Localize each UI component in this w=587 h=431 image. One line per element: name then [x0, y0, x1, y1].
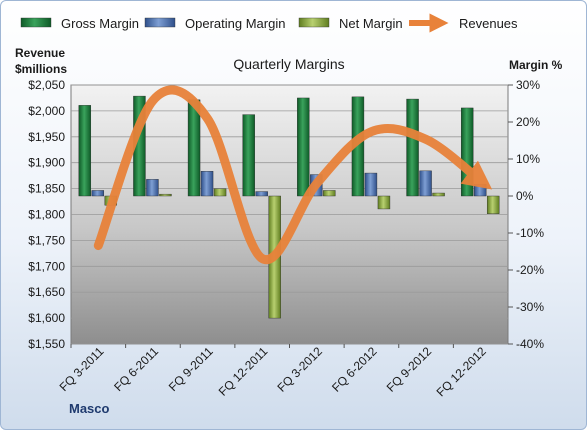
operating-margin-bar [146, 179, 159, 197]
x-tick-label: FQ 12-2011 [216, 344, 271, 399]
operating-margin-bar [419, 170, 432, 197]
gross-margin-bar [406, 98, 419, 197]
legend: Gross Margin Operating Margin Net Margin Re… [20, 13, 518, 33]
legend-label: Revenues [459, 16, 518, 31]
chart-title: Quarterly Margins [233, 56, 344, 72]
legend-label: Net Margin [339, 16, 403, 31]
gross-margin-bar [187, 99, 201, 197]
left-axis-title-line2: $millions [15, 62, 67, 76]
net-margin-bar [377, 195, 391, 210]
right-tick-label: 20% [516, 115, 540, 129]
left-tick-label: $1,800 [28, 208, 65, 222]
right-tick-label: 0% [516, 189, 534, 203]
operating-margin-bar [255, 191, 268, 197]
net-margin-legend-swatch [298, 17, 330, 28]
gross-margin-bar [78, 105, 92, 197]
left-tick-label: $1,600 [28, 311, 65, 325]
x-tick-label: FQ 6-2012 [329, 344, 380, 395]
right-axis-ticks: -40% -30% -20% -10% 0% 10% 20% 30% [508, 78, 544, 351]
left-tick-label: $1,950 [28, 130, 65, 144]
x-tick-label: FQ 9-2011 [166, 344, 216, 394]
left-tick-label: $1,550 [28, 337, 65, 351]
left-tick-label: $2,050 [28, 78, 65, 92]
left-tick-label: $1,850 [28, 182, 65, 196]
x-axis-ticks: FQ 3-2011 FQ 6-2011 FQ 9-2011 FQ 12-2011 FQ … [57, 344, 489, 399]
left-tick-label: $1,900 [28, 156, 65, 170]
operating-margin-legend-swatch [144, 17, 176, 28]
legend-label: Operating Margin [185, 16, 285, 31]
x-tick-label: FQ 9-2012 [384, 344, 435, 395]
operating-margin-bar [364, 172, 378, 197]
right-tick-label: -10% [516, 226, 544, 240]
left-tick-label: $1,650 [28, 285, 65, 299]
right-tick-label: -40% [516, 337, 544, 351]
left-tick-label: $1,700 [28, 259, 65, 273]
right-axis-title: Margin % [509, 58, 563, 72]
operating-margin-bar [200, 171, 214, 197]
left-tick-label: $2,000 [28, 104, 65, 118]
right-tick-label: -20% [516, 263, 544, 277]
gross-margin-legend-swatch [20, 17, 52, 28]
left-tick-label: $1,750 [28, 233, 65, 247]
net-margin-bar [432, 192, 445, 197]
net-margin-bar [486, 195, 500, 214]
net-margin-bar [213, 188, 227, 197]
left-axis-ticks: $1,550 $1,600 $1,650 $1,700 $1,750 $1,800 $1,8… [28, 78, 65, 351]
left-axis-title-line1: Revenue [15, 46, 65, 60]
net-margin-bar [159, 193, 172, 197]
right-tick-label: 30% [516, 78, 540, 92]
operating-margin-bar [473, 183, 487, 197]
gross-margin-bar [242, 114, 255, 197]
revenues-line [93, 85, 493, 265]
x-tick-label: FQ 6-2011 [111, 344, 161, 394]
legend-label: Gross Margin [61, 16, 139, 31]
x-tick-label: FQ 3-2012 [274, 344, 325, 395]
x-tick-label: FQ 12-2012 [434, 344, 489, 399]
right-tick-label: -30% [516, 300, 544, 314]
net-margin-bar [323, 190, 336, 197]
company-label: Masco [69, 401, 110, 416]
operating-margin-bar [91, 190, 105, 197]
x-tick-label: FQ 3-2011 [57, 344, 107, 394]
gross-margin-bar [297, 97, 310, 197]
revenue-line [93, 85, 493, 265]
gross-margin-bar [460, 107, 474, 197]
right-tick-label: 10% [516, 152, 540, 166]
